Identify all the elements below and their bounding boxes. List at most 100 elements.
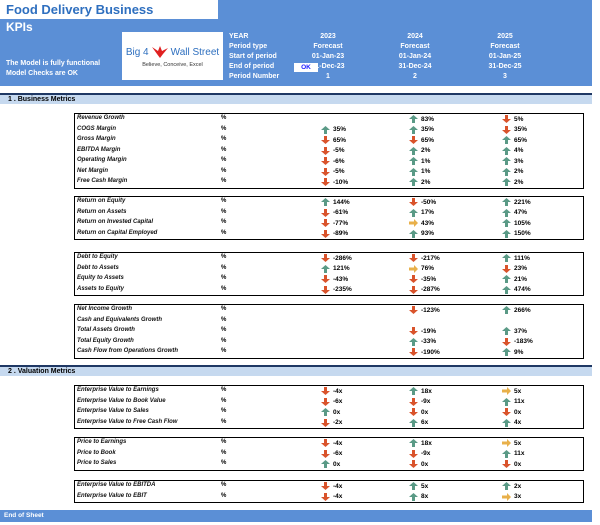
metric-value-text: 105% bbox=[514, 219, 531, 227]
metric-value-2: -35% bbox=[409, 275, 436, 283]
metric-value-text: -77% bbox=[333, 219, 349, 227]
arrow-down-icon bbox=[321, 285, 333, 294]
arrow-up-icon bbox=[409, 492, 421, 501]
arrow-up-icon bbox=[502, 167, 514, 176]
metric-value-2: 43% bbox=[409, 219, 434, 227]
metric-value-3: 21% bbox=[502, 275, 527, 283]
metric-value-1: 35% bbox=[321, 125, 346, 134]
company-logo: Big 4 Wall Street Believe, Conceive, Exc… bbox=[122, 32, 223, 80]
metric-row: Enterprise Value to Free Cash Flow% -2x 6x… bbox=[75, 418, 583, 429]
metric-row: Enterprise Value to Book Value% -6x -9x 11x bbox=[75, 397, 583, 408]
arrow-up-icon bbox=[502, 397, 514, 406]
metric-value-text: -19% bbox=[421, 327, 437, 335]
metric-value-text: -6x bbox=[333, 398, 343, 405]
metric-value-text: -2x bbox=[333, 419, 343, 426]
metric-value-text: 17% bbox=[421, 209, 435, 216]
metric-value-1: -43% bbox=[321, 275, 348, 283]
metric-value-text: 18x bbox=[421, 387, 432, 395]
metric-value-text: 3% bbox=[514, 157, 524, 165]
metric-value-3: 5x bbox=[502, 387, 521, 395]
metric-value-3: 4% bbox=[502, 146, 523, 155]
arrow-up-icon bbox=[502, 482, 514, 490]
arrow-up-icon bbox=[502, 178, 514, 186]
metric-value-3: 65% bbox=[502, 136, 527, 144]
arrow-up-icon bbox=[502, 254, 514, 262]
period-2-start: 01-Jan-24 bbox=[398, 53, 432, 60]
metric-row: Equity to Assets% -43% -35% 21% bbox=[75, 274, 583, 285]
metric-row: Net Margin% -5% 1% 2% bbox=[75, 167, 583, 178]
arrow-up-icon bbox=[502, 208, 514, 217]
arrow-down-icon bbox=[502, 408, 514, 416]
metric-value-text: 221% bbox=[514, 198, 531, 206]
metric-value-text: 65% bbox=[421, 136, 435, 144]
period-3-end: 31-Dec-25 bbox=[488, 63, 522, 70]
metric-row: Total Equity Growth% -33% -183% bbox=[75, 337, 583, 348]
metric-row: Assets to Equity% -235% -287% 474% bbox=[75, 285, 583, 296]
metric-value-2: 18x bbox=[409, 387, 432, 395]
metric-value-text: 121% bbox=[333, 265, 350, 272]
metric-label: Debt to Assets bbox=[77, 264, 119, 271]
metric-value-text: 47% bbox=[514, 209, 528, 216]
metric-row: Cash and Equivalents Growth% bbox=[75, 316, 583, 327]
metric-value-2: -50% bbox=[409, 198, 436, 206]
metric-value-text: 0x bbox=[421, 460, 429, 468]
metric-row: Return on Assets% -61% 17% 47% bbox=[75, 208, 583, 219]
metric-unit: % bbox=[221, 418, 227, 425]
metric-unit: % bbox=[221, 198, 227, 204]
metric-value-2: -9x bbox=[409, 449, 430, 458]
metric-unit: % bbox=[221, 178, 227, 184]
metric-value-3: 150% bbox=[502, 229, 531, 238]
metric-value-text: 18x bbox=[421, 439, 432, 447]
metric-value-text: -4x bbox=[333, 493, 343, 500]
metric-value-2: 93% bbox=[409, 229, 434, 238]
metric-value-text: -217% bbox=[421, 254, 440, 262]
metric-value-text: 11x bbox=[514, 398, 525, 405]
metric-value-text: -123% bbox=[421, 306, 440, 314]
metric-value-1: -286% bbox=[321, 254, 352, 262]
metric-value-1: -10% bbox=[321, 178, 348, 186]
metric-label: Return on Equity bbox=[77, 198, 126, 204]
metric-value-text: 5x bbox=[514, 439, 522, 447]
metric-label: Price to Book bbox=[77, 449, 116, 456]
metric-value-text: 83% bbox=[421, 115, 435, 123]
metric-value-text: 0x bbox=[333, 408, 341, 416]
model-check-badge: OK bbox=[294, 63, 318, 72]
metric-unit: % bbox=[221, 136, 227, 142]
metric-value-3: 5x bbox=[502, 439, 521, 447]
metric-value-text: -235% bbox=[333, 286, 352, 293]
metric-label: Enterprise Value to Free Cash Flow bbox=[77, 418, 178, 425]
logo-brand-right: Wall Street bbox=[170, 46, 220, 58]
metric-value-text: 23% bbox=[514, 265, 528, 272]
arrow-down-icon bbox=[409, 397, 421, 406]
metric-value-2: 2% bbox=[409, 146, 430, 155]
header-band bbox=[0, 19, 592, 86]
metric-value-3: 4x bbox=[502, 418, 521, 427]
metric-value-text: -190% bbox=[421, 348, 440, 356]
metric-unit: % bbox=[221, 337, 227, 344]
metric-value-1: 121% bbox=[321, 264, 350, 273]
arrow-down-icon bbox=[321, 167, 333, 176]
arrow-down-icon bbox=[502, 125, 514, 134]
period-2-end: 31-Dec-24 bbox=[398, 63, 432, 70]
metric-value-text: -6% bbox=[333, 157, 345, 165]
metric-value-text: -183% bbox=[514, 338, 533, 345]
arrow-up-icon bbox=[409, 157, 421, 165]
arrow-down-icon bbox=[321, 219, 333, 227]
metric-value-text: 0x bbox=[514, 460, 522, 468]
metric-row: Debt to Assets% 121% 76% 23% bbox=[75, 264, 583, 275]
arrow-up-icon bbox=[502, 285, 514, 294]
metric-unit: % bbox=[221, 439, 227, 445]
metric-value-1: -6x bbox=[321, 449, 342, 458]
arrow-up-icon bbox=[409, 418, 421, 427]
arrow-up-icon bbox=[502, 198, 514, 206]
metric-group: Debt to Equity% -286% -217% 111% Debt to Ass… bbox=[74, 252, 584, 296]
metric-value-text: 2x bbox=[514, 482, 522, 490]
metric-row: Enterprise Value to EBITDA% -4x 5x 2x bbox=[75, 481, 583, 492]
metric-value-1: 0x bbox=[321, 460, 340, 468]
metric-label: Price to Earnings bbox=[77, 439, 127, 445]
label-period-type: Period type bbox=[229, 43, 268, 50]
metric-value-3: 0x bbox=[502, 460, 521, 468]
metric-value-1: -5% bbox=[321, 146, 345, 155]
label-end-period: End of period bbox=[229, 63, 275, 70]
arrow-up-icon bbox=[409, 387, 421, 395]
